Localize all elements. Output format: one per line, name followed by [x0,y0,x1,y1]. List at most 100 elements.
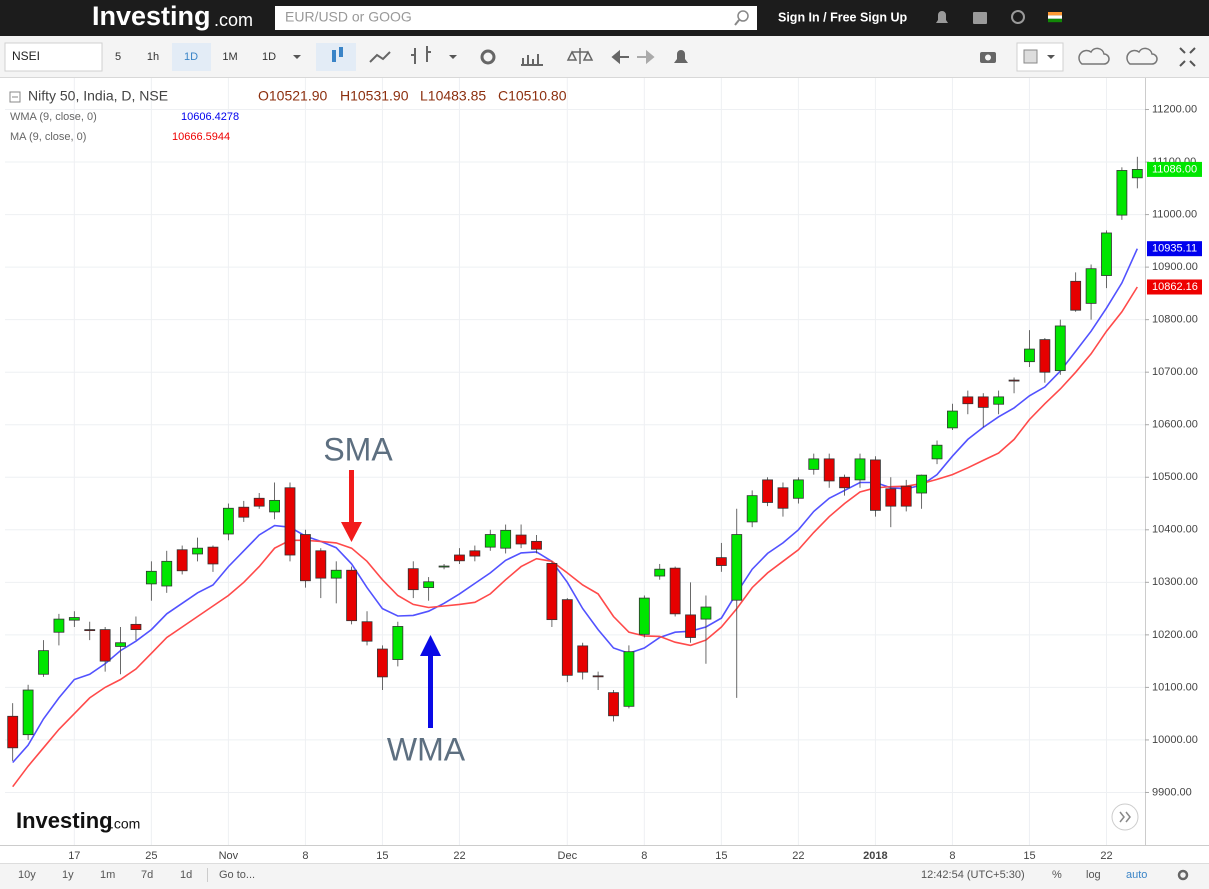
line-icon[interactable] [369,51,391,63]
search-placeholder: EUR/USD or GOOG [285,9,412,25]
interval[interactable]: 1D [262,51,276,63]
symbol[interactable]: NSEI [12,49,40,63]
plot [7,156,1143,788]
logo[interactable]: Investing [92,1,211,31]
redo-icon[interactable] [637,49,655,65]
candle-body [423,581,435,588]
candle-body [1085,268,1097,304]
x-tick-label: 22 [453,850,465,862]
range-button[interactable]: 1y [62,869,74,881]
search-icon[interactable] [737,10,749,22]
candle-body [53,618,65,633]
x-tick-label: Nov [219,850,239,862]
x-tick-label: 8 [641,850,647,862]
undo-icon[interactable] [611,49,629,65]
scale-option[interactable]: auto [1126,869,1147,881]
range-button[interactable]: 1d [180,869,192,881]
price-label: 10935.11 [1152,243,1197,255]
interval[interactable]: 5 [115,51,121,63]
candle-body [993,396,1005,405]
interval[interactable]: 1M [222,51,237,63]
candle-body [592,675,604,678]
candle-body [99,629,111,662]
candle-body [792,479,804,499]
save-icon[interactable] [1126,47,1158,65]
candle-body [561,599,573,676]
candle-body [1054,325,1066,372]
dropdown-arrow[interactable] [293,55,301,59]
goto-button[interactable]: Go to... [219,869,255,881]
annotation: WMA [387,731,466,767]
scale-option[interactable]: % [1052,869,1062,881]
portfolio-icon[interactable] [973,12,987,24]
search-box[interactable] [275,6,757,30]
y-tick-label: 10200.00 [1152,629,1198,641]
indicators-icon[interactable] [521,54,543,66]
search-icon-handle [734,19,740,26]
candle-body [977,396,989,408]
ohlc-close: C10510.80 [498,88,567,104]
candle-body [1070,280,1082,311]
price-label: 11086.00 [1152,163,1197,175]
interval[interactable]: 1h [147,51,159,63]
range-button[interactable]: 1m [100,869,115,881]
candle-body [854,458,866,481]
flag-icon[interactable] [1048,12,1062,16]
candle-body [346,569,358,622]
annotation: SMA [323,431,393,467]
logo-suffix[interactable]: .com [214,10,253,30]
sign-in[interactable]: Sign In / Free Sign Up [778,10,908,24]
scale-option[interactable]: log [1086,869,1101,881]
grid [5,78,1145,845]
compare-icon[interactable] [566,48,594,64]
dropdown-arrow[interactable] [1047,55,1055,59]
settings-icon[interactable] [480,49,496,65]
price-label-box [1147,161,1202,177]
y-tick-label: 9900.00 [1152,786,1192,798]
candle-body [577,645,589,673]
annotation-arrow [341,470,362,542]
legend-series: MA (9, close, 0) [10,131,86,143]
template-icon [1023,49,1038,64]
candle-body [823,458,835,482]
candle-body [1024,348,1035,363]
range-button[interactable]: 7d [141,869,153,881]
dropdown-arrow[interactable] [449,55,457,59]
x-tick-label: 8 [949,850,955,862]
interval[interactable]: 1D [184,51,198,63]
y-tick-label: 10800.00 [1152,314,1198,326]
range-button[interactable]: 10y [18,869,36,881]
candle-body [130,623,142,631]
candle-body [454,554,465,562]
settings-icon[interactable] [1177,869,1189,881]
clock: 12:42:54 (UTC+5:30) [921,869,1025,881]
x-tick-label: 8 [302,850,308,862]
scroll-right-button[interactable] [1111,803,1139,831]
alert-icon[interactable] [674,50,688,63]
candle-body [469,550,481,557]
candle-body [392,626,404,660]
load-icon[interactable] [1078,47,1110,65]
candle-body [192,547,203,555]
clock-icon[interactable] [1011,10,1025,24]
candle-body [500,529,512,549]
candle-body [870,459,881,511]
bar-icon[interactable] [411,46,431,64]
x-tick-label: 25 [145,850,157,862]
x-tick-label: 22 [792,850,804,862]
candle-icon [332,50,336,62]
symbol-box[interactable] [4,42,103,72]
alerts-icon[interactable] [936,11,948,23]
price-label-box [1147,279,1202,295]
price-label-box [1147,241,1202,257]
candle-body [145,570,157,585]
candle-body [623,651,635,707]
candle-body [715,557,727,566]
watermark-suffix: .com [110,816,140,832]
candle-body [608,692,619,717]
candle-body [746,495,758,523]
x-tick-label: 22 [1100,850,1112,862]
indicator-line [12,286,1138,788]
fullscreen-icon[interactable] [1179,47,1196,67]
